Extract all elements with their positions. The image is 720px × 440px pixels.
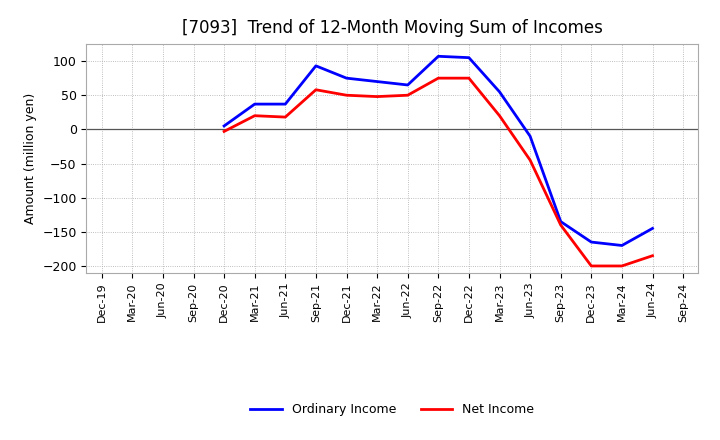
- Legend: Ordinary Income, Net Income: Ordinary Income, Net Income: [246, 398, 539, 421]
- Net Income: [587, 263, 595, 268]
- Y-axis label: Amount (million yen): Amount (million yen): [24, 93, 37, 224]
- Net Income: [342, 92, 351, 98]
- Ordinary Income: [281, 102, 289, 107]
- Ordinary Income: [587, 239, 595, 245]
- Net Income: [434, 76, 443, 81]
- Title: [7093]  Trend of 12-Month Moving Sum of Incomes: [7093] Trend of 12-Month Moving Sum of I…: [182, 19, 603, 37]
- Net Income: [220, 129, 228, 134]
- Ordinary Income: [342, 76, 351, 81]
- Net Income: [312, 87, 320, 92]
- Line: Ordinary Income: Ordinary Income: [224, 56, 652, 246]
- Ordinary Income: [495, 89, 504, 95]
- Ordinary Income: [312, 63, 320, 69]
- Ordinary Income: [557, 219, 565, 224]
- Net Income: [281, 114, 289, 120]
- Net Income: [403, 92, 412, 98]
- Net Income: [618, 263, 626, 268]
- Ordinary Income: [434, 54, 443, 59]
- Net Income: [526, 158, 534, 163]
- Ordinary Income: [220, 123, 228, 128]
- Ordinary Income: [251, 102, 259, 107]
- Net Income: [557, 222, 565, 227]
- Ordinary Income: [464, 55, 473, 60]
- Ordinary Income: [526, 134, 534, 139]
- Net Income: [373, 94, 382, 99]
- Net Income: [251, 113, 259, 118]
- Line: Net Income: Net Income: [224, 78, 652, 266]
- Net Income: [648, 253, 657, 258]
- Ordinary Income: [373, 79, 382, 84]
- Ordinary Income: [618, 243, 626, 248]
- Net Income: [495, 113, 504, 118]
- Net Income: [464, 76, 473, 81]
- Ordinary Income: [648, 226, 657, 231]
- Ordinary Income: [403, 82, 412, 88]
